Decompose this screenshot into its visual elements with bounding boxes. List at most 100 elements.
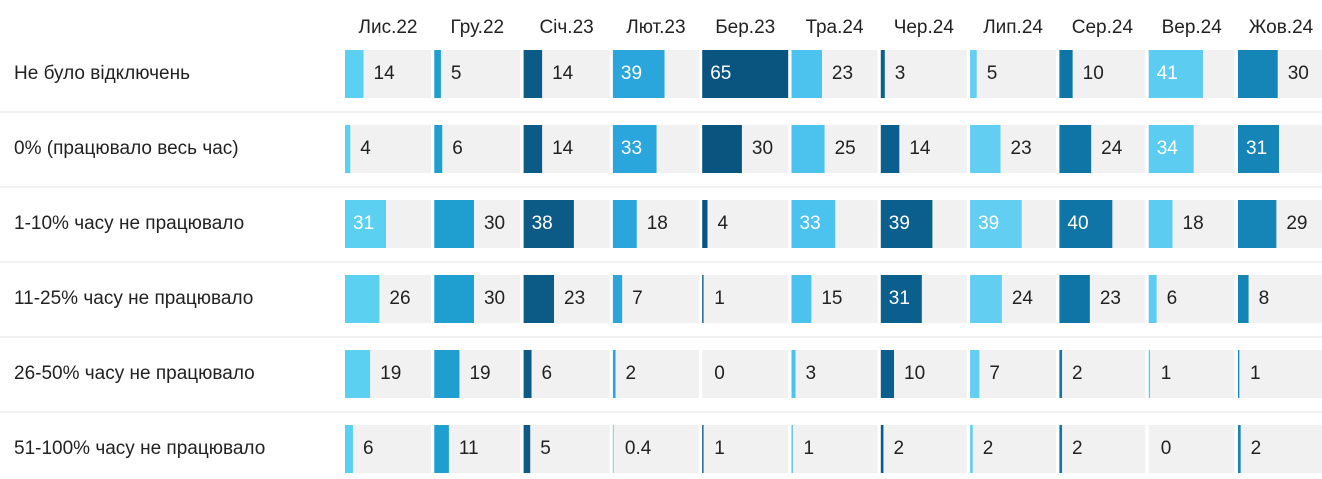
bar [1059,50,1073,98]
column-header: Сер.24 [1072,17,1134,38]
cell-background [1148,275,1235,323]
value-label: 31 [889,288,910,309]
bar [970,350,980,398]
bar [970,200,1022,248]
value-label: 3 [805,363,816,384]
value-label: 14 [552,138,574,159]
cell-background [434,50,521,98]
value-label: 18 [1183,213,1204,234]
cell-background [970,50,1057,98]
bar [523,200,574,248]
cell-background [791,350,878,398]
bar [612,50,665,98]
value-label: 23 [1011,138,1032,159]
bar [345,350,371,398]
bar [970,425,973,473]
bar [612,200,637,248]
value-label: 5 [540,438,551,459]
value-label: 2 [626,363,637,384]
bar [1148,50,1203,98]
value-label: 10 [1083,63,1104,84]
value-label: 23 [564,288,585,309]
bar [791,50,822,98]
cell-background [791,425,878,473]
value-label: 2 [1072,363,1083,384]
value-label: 24 [1101,138,1123,159]
bar [612,125,657,173]
value-label: 30 [484,213,505,234]
value-label: 29 [1286,213,1307,234]
bar [702,125,742,173]
bar [434,275,474,323]
cell-background [880,50,967,98]
value-label: 33 [621,138,642,159]
row-label: Не було відключень [14,63,190,84]
bar [612,425,614,473]
bar [1059,275,1090,323]
value-label: 34 [1157,138,1179,159]
cell-background [1238,350,1322,398]
cell-background [970,425,1057,473]
cell-background [345,425,431,473]
value-label: 14 [909,138,931,159]
value-label: 4 [717,213,728,234]
row-label: 11-25% часу не працювало [14,288,253,309]
value-label: 11 [459,438,479,459]
bar [345,125,351,173]
bar [970,125,1001,173]
bar [1059,125,1092,173]
value-label: 30 [1288,63,1309,84]
bar [434,350,460,398]
value-label: 4 [360,138,371,159]
bar [523,425,531,473]
cell-background [1059,425,1146,473]
cell-background [523,350,610,398]
value-label: 39 [978,213,999,234]
value-label: 6 [452,138,463,159]
value-label: 10 [904,363,925,384]
bar [1238,200,1277,248]
value-label: 8 [1259,288,1270,309]
bar [1238,275,1249,323]
bar [345,425,353,473]
value-label: 26 [389,288,410,309]
bar [434,425,449,473]
cell-background [612,350,699,398]
cell-background [702,275,789,323]
value-label: 23 [1100,288,1121,309]
value-label: 7 [632,288,643,309]
cell-background [1059,350,1146,398]
value-label: 0 [714,363,725,384]
bar [1059,200,1113,248]
value-label: 1 [1161,363,1172,384]
value-label: 24 [1012,288,1034,309]
value-label: 2 [1072,438,1083,459]
bar [612,350,616,398]
bar [970,50,977,98]
bar [702,200,708,248]
column-header: Чер.24 [894,17,955,38]
bar [880,125,900,173]
value-label: 39 [621,63,642,84]
value-label: 31 [353,213,374,234]
cell-background [1148,350,1235,398]
value-label: 19 [469,363,490,384]
bar [702,275,704,323]
cell-background [1238,275,1322,323]
value-label: 31 [1246,138,1267,159]
bar [1238,350,1240,398]
bar [791,350,796,398]
cell-background [345,125,431,173]
cell-background [880,425,967,473]
value-label: 65 [710,63,731,84]
cell-background [1148,425,1235,473]
bar [345,200,387,248]
value-label: 5 [451,63,462,84]
value-label: 39 [889,213,910,234]
value-label: 15 [821,288,842,309]
bar [791,425,793,473]
value-label: 25 [835,138,856,159]
bar [523,275,555,323]
bar [434,50,441,98]
